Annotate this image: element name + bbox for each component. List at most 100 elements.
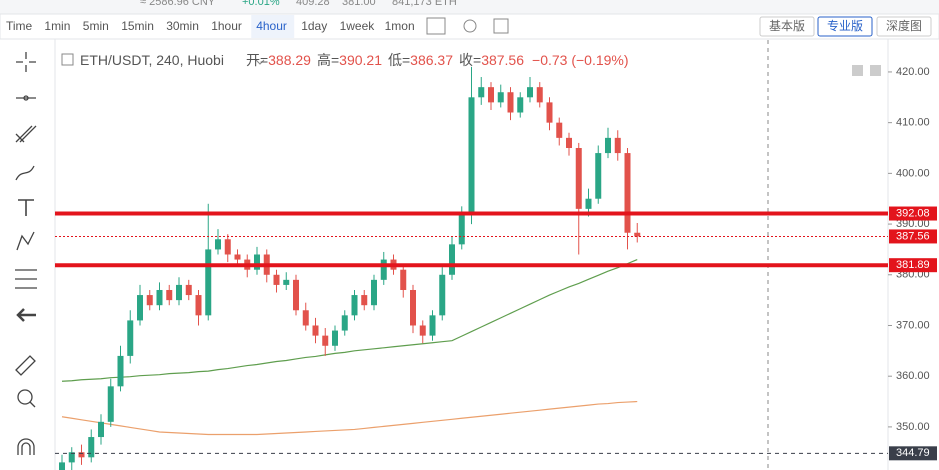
interval-button[interactable]: 1min — [44, 19, 70, 33]
legend-ohlc-value: 386.37 — [410, 52, 453, 68]
y-tick-label: 400.00 — [896, 167, 930, 179]
y-tick-label: 350.00 — [896, 421, 930, 433]
candle-body — [595, 153, 602, 199]
candle-body — [185, 284, 192, 296]
tool-back[interactable] — [16, 308, 36, 322]
candle-body — [410, 289, 416, 326]
price-tag: 392.08 — [896, 207, 930, 219]
candle-body — [575, 148, 582, 209]
icon-fullscreen[interactable] — [493, 18, 509, 34]
y-tick-label: 420.00 — [896, 66, 930, 78]
tool-zoom[interactable] — [17, 389, 33, 405]
interval-button[interactable]: Time — [6, 19, 33, 33]
legend-ohlc-label: 高= — [317, 52, 339, 68]
y-tick-label: 410.00 — [896, 117, 930, 129]
candle-body — [488, 87, 494, 103]
candle-body — [107, 386, 114, 422]
candle-body — [137, 295, 143, 321]
candle-body — [605, 137, 611, 154]
candle-body — [195, 295, 202, 316]
price-tag-bg — [889, 206, 937, 221]
ticker-bar — [0, 0, 939, 14]
candle-body — [536, 87, 543, 103]
view-button-bg[interactable] — [759, 16, 815, 37]
candle-body — [127, 320, 134, 356]
legend-toggle[interactable] — [61, 53, 74, 66]
icon-settings[interactable] — [463, 19, 477, 33]
tool-magnet[interactable] — [17, 438, 35, 455]
candle-body — [322, 335, 329, 346]
candle-body — [283, 279, 290, 285]
candle-body — [614, 137, 621, 154]
candle-body — [166, 289, 173, 301]
ticker-item: ≈ 2586.96 CNY — [140, 0, 216, 8]
candle-body — [254, 254, 260, 270]
candle-body — [312, 325, 319, 336]
legend-title: ETH/USDT, 240, Huobi — [80, 52, 224, 68]
price-tag: 381.89 — [896, 259, 930, 271]
tool-brush[interactable] — [15, 165, 35, 181]
legend-menu[interactable] — [255, 59, 265, 65]
interval-active-bg — [251, 15, 295, 38]
candle-body — [273, 274, 280, 285]
candle-body — [293, 279, 299, 311]
candle-body — [527, 87, 533, 98]
drawing-tools — [15, 52, 37, 455]
interval-button[interactable]: 4hour — [256, 19, 287, 33]
y-tick-label: 390.00 — [896, 218, 930, 230]
interval-button[interactable]: 15min — [121, 19, 154, 33]
candle-body — [497, 92, 504, 103]
candle-body — [88, 437, 95, 458]
tool-line-dot — [23, 95, 29, 101]
tool-fib[interactable] — [15, 125, 37, 143]
candle-body — [224, 239, 231, 255]
icon-chart-type[interactable] — [426, 17, 446, 35]
scroll-up[interactable] — [870, 65, 881, 76]
moving-average — [61, 259, 638, 382]
interval-button[interactable]: 1mon — [385, 19, 415, 33]
tool-measure[interactable] — [15, 269, 37, 289]
candle-body — [98, 421, 104, 438]
legend: ETH/USDT, 240, Huobi 开=388.29 高=390.21 低=38… — [80, 52, 629, 68]
candle-body — [68, 452, 75, 463]
candle-body — [146, 295, 153, 306]
price-tag: 387.56 — [896, 230, 930, 242]
view-button: 深度图 — [886, 18, 922, 33]
tool-text[interactable] — [18, 199, 34, 216]
interval-button[interactable]: 1hour — [211, 19, 242, 33]
candle-body — [156, 289, 163, 306]
interval-button[interactable]: 1day — [301, 19, 327, 33]
interval-button[interactable]: 1week — [340, 19, 376, 33]
candle-body — [468, 97, 475, 214]
candle-body — [624, 153, 631, 233]
view-button: 基本版 — [769, 19, 805, 33]
candle-body — [341, 315, 348, 331]
candle-body — [449, 244, 455, 275]
candle-body — [176, 284, 182, 301]
tool-pattern[interactable] — [16, 231, 35, 251]
candle-body — [205, 249, 212, 316]
tool-ruler[interactable] — [15, 355, 36, 376]
ticker-item: 381.00 — [342, 0, 376, 8]
candle-body — [458, 213, 465, 245]
y-tick-label: 360.00 — [896, 370, 930, 382]
candle-body — [351, 295, 358, 316]
moving-average — [61, 400, 638, 436]
interval-button[interactable]: 30min — [166, 19, 199, 33]
scroll-down[interactable] — [852, 65, 863, 76]
candle-body — [215, 239, 221, 250]
candle-body — [400, 269, 407, 290]
candle-body — [429, 315, 436, 336]
view-button-bg[interactable] — [817, 16, 873, 37]
legend-ohlc-label: 收= — [459, 52, 481, 68]
candle-body — [302, 310, 309, 326]
price-tag-bg — [889, 229, 937, 244]
candle-body — [59, 462, 65, 470]
interval-button[interactable]: 5min — [83, 19, 109, 33]
view-button-bg[interactable] — [876, 16, 932, 37]
tool-cross[interactable] — [16, 52, 36, 72]
candle-body — [439, 274, 446, 316]
ticker-item: 409.28 — [296, 0, 330, 8]
